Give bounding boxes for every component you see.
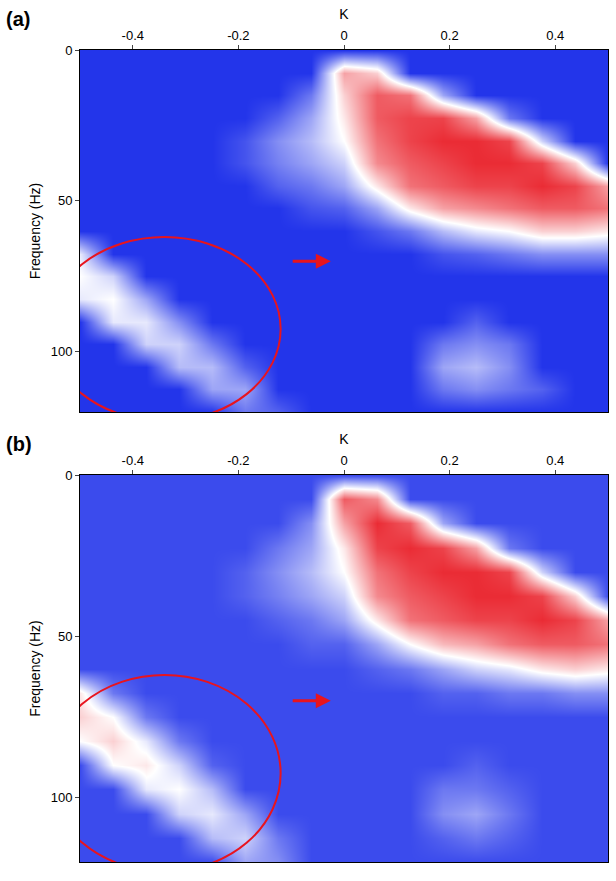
svg-text:0: 0 bbox=[340, 28, 347, 43]
svg-text:0: 0 bbox=[340, 453, 347, 468]
svg-text:Frequency (Hz): Frequency (Hz) bbox=[27, 620, 43, 716]
svg-text:100: 100 bbox=[51, 790, 73, 805]
svg-text:-0.2: -0.2 bbox=[227, 28, 249, 43]
svg-text:-0.4: -0.4 bbox=[122, 453, 144, 468]
svg-text:100: 100 bbox=[51, 344, 73, 359]
svg-text:(b): (b) bbox=[6, 433, 32, 455]
svg-text:50: 50 bbox=[58, 193, 72, 208]
svg-text:K: K bbox=[339, 431, 349, 447]
svg-text:0.4: 0.4 bbox=[546, 453, 564, 468]
svg-text:0.4: 0.4 bbox=[546, 28, 564, 43]
svg-text:0: 0 bbox=[65, 43, 72, 58]
svg-text:(a): (a) bbox=[6, 8, 30, 30]
svg-text:0: 0 bbox=[65, 468, 72, 483]
svg-text:-0.4: -0.4 bbox=[122, 28, 144, 43]
svg-text:K: K bbox=[339, 6, 349, 22]
svg-text:-0.2: -0.2 bbox=[227, 453, 249, 468]
svg-text:0.2: 0.2 bbox=[441, 453, 459, 468]
svg-text:50: 50 bbox=[58, 629, 72, 644]
svg-text:0.2: 0.2 bbox=[441, 28, 459, 43]
svg-text:Frequency (Hz): Frequency (Hz) bbox=[27, 183, 43, 279]
